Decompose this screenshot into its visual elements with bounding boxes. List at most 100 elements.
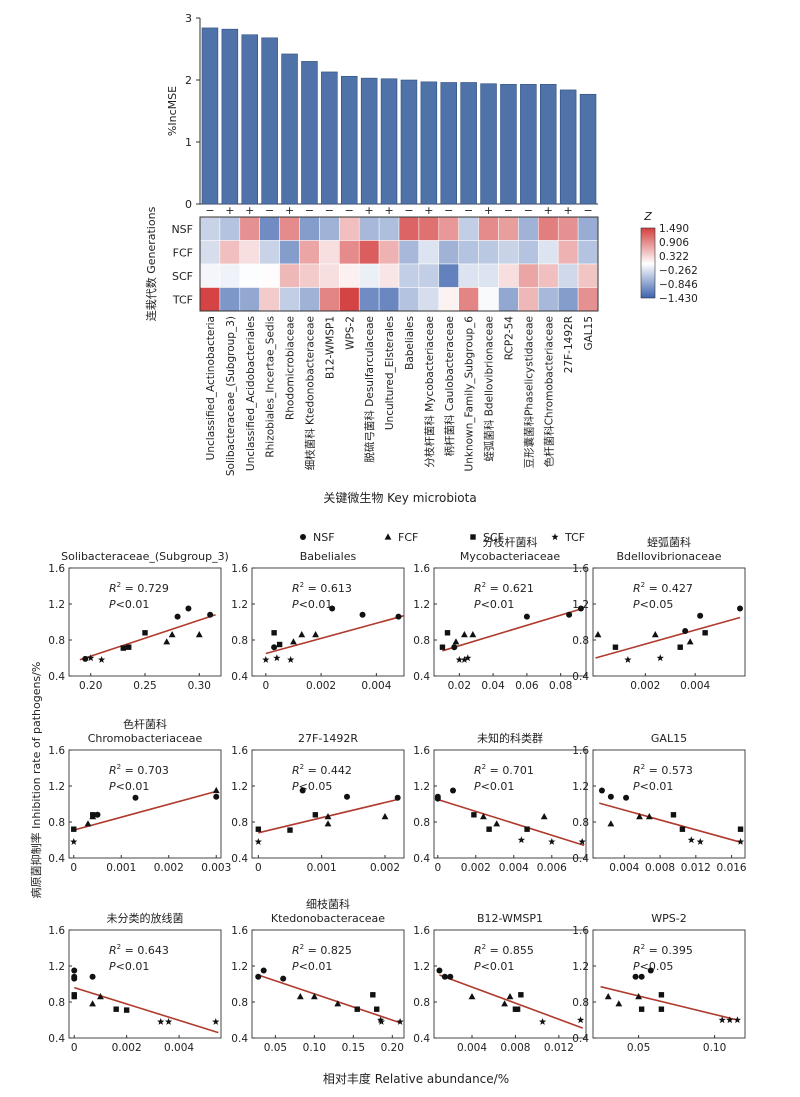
heat-cell [319,287,340,312]
r2-exponent: 2 [641,581,645,589]
tcf-point [273,654,281,662]
panel-y-tick-label: 1.6 [572,745,589,757]
r2-exponent: 2 [117,763,121,771]
scf-point [276,641,283,648]
tcf-point [87,654,95,662]
panel-y-tick-label: 0.4 [48,671,65,683]
panel-x-tick-label: 0 [434,862,441,874]
p-symbol: P [633,960,640,973]
heat-cell [199,287,221,312]
p-value: <0.01 [116,780,150,793]
scatter-legend: NSF FCF SCF TCF [300,531,585,544]
tcf-point [656,654,664,662]
panel-title: 蛭弧菌科 [647,535,691,549]
r2-symbol: R [109,582,117,595]
p-value: <0.01 [481,780,515,793]
bar [301,61,318,205]
nsf-point [682,628,689,634]
heat-cell [458,216,479,241]
tcf-point [538,1018,547,1025]
panel-y-tick-label: 1.6 [413,925,430,937]
fcf-point [540,813,548,820]
bar [500,84,517,205]
heat-cell [259,216,280,241]
panel-y-tick-label: 1.6 [231,925,248,937]
nsf-point [329,605,336,612]
heat-cell [339,263,360,288]
panel-x-tick-label: 0.25 [133,680,156,692]
panel-y-tick-label: 0.4 [231,671,248,683]
tcf-point [551,533,559,541]
regression-line [265,614,405,655]
heat-cell [498,263,519,288]
r2-value: = 0.573 [645,764,693,777]
heat-col-label: 细枝菌科 Ktedonobacteraceae [303,316,316,470]
p-value: <0.01 [481,960,515,973]
bar-sign-label: + [424,204,433,217]
scf-point [374,1006,380,1012]
heat-cell [378,287,400,312]
heat-cell [577,240,599,265]
heat-cell [239,263,260,288]
heat-cell [259,287,280,312]
tcf-point [718,1016,726,1024]
scf-point [370,992,376,998]
panel-r2: R2 = 0.621 [474,581,534,595]
panel-y-tick-label: 0.4 [48,1033,65,1045]
heat-cell [557,216,579,241]
panel-frame [592,749,746,859]
bar-sign-label: − [265,204,274,217]
tcf-point [736,838,745,845]
fcf-point [506,993,514,1000]
panel-y-tick-label: 1.6 [572,925,589,937]
nsf-point [395,613,402,620]
panel-x-tick-label: 0 [70,862,77,874]
heat-cell [239,287,260,312]
nsf-point [207,611,214,618]
p-symbol: P [109,598,116,611]
heat-row-label: SCF [172,270,193,283]
panel-x-tick-label: 0.002 [112,1042,142,1054]
panel-r2: R2 = 0.701 [474,763,534,777]
p-value: <0.05 [640,598,674,611]
common-y-axis-label: 病原菌抑制率 Inhibition rate of pathogens/% [29,662,43,899]
heat-cell [577,216,599,241]
scf-point [658,1006,665,1012]
heat-col-label: 分枝杆菌科 Mycobacteriaceae [423,316,436,468]
r2-exponent: 2 [117,943,121,951]
bar-sign-label: − [305,204,314,217]
heat-cell [279,240,300,265]
panel-x-tick-label: 0.003 [201,862,231,874]
heat-row-label: FCF [173,246,193,259]
panel-frame [251,567,405,677]
heat-x-axis-label: 关键微生物 Key microbiota [323,491,476,505]
r2-symbol: R [109,944,117,957]
panel-y-tick-label: 0.8 [231,635,248,647]
bar-y-tick-label: 3 [185,12,192,25]
panel-y-tick-label: 1.2 [48,961,65,973]
nsf-point [647,967,654,974]
r2-exponent: 2 [482,581,486,589]
r2-exponent: 2 [117,581,121,589]
nsf-point [94,811,101,818]
heat-cell [279,287,300,312]
scf-point [287,827,293,833]
tcf-point [548,838,556,845]
r2-value: = 0.855 [486,944,534,957]
heat-cell [378,240,400,265]
r2-value: = 0.643 [121,944,169,957]
r2-symbol: R [292,944,300,957]
heat-cell [398,216,420,241]
fcf-point [296,993,304,1000]
heat-cell [498,240,519,265]
nsf-point [299,787,306,794]
heat-col-label: 27F-1492R [563,316,575,373]
scf-point [737,826,744,832]
heat-cell [498,287,519,312]
panel-r2: R2 = 0.643 [109,943,169,957]
heat-cell [577,287,599,312]
heat-cell [319,216,340,241]
bar-y-tick-label: 0 [185,198,192,211]
regression-line [437,798,585,847]
